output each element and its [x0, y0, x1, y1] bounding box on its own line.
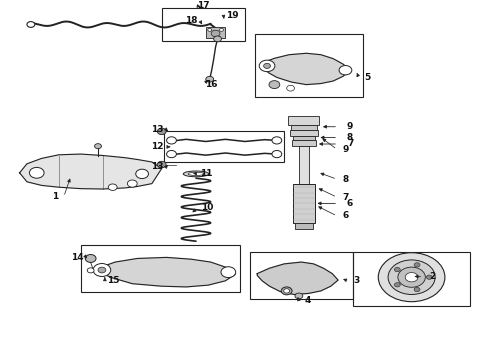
Circle shape [136, 169, 148, 179]
Text: 17: 17 [197, 1, 210, 9]
Bar [293, 136, 315, 140]
Circle shape [208, 28, 212, 31]
Bar [299, 146, 309, 184]
Circle shape [295, 293, 303, 299]
Circle shape [214, 36, 221, 42]
Circle shape [272, 137, 282, 144]
Circle shape [157, 161, 166, 168]
Circle shape [87, 268, 94, 273]
Circle shape [287, 85, 294, 91]
Text: 6: 6 [343, 211, 349, 220]
Bar [164, 131, 284, 162]
Bar [250, 252, 353, 299]
Bar [81, 245, 240, 292]
Circle shape [98, 267, 106, 273]
Text: 1: 1 [52, 192, 58, 202]
Text: 13: 13 [151, 162, 164, 171]
Text: 7: 7 [343, 193, 349, 202]
Bar [288, 116, 319, 125]
Circle shape [394, 283, 400, 287]
Text: 4: 4 [304, 296, 311, 305]
Bar [293, 184, 315, 223]
Circle shape [157, 128, 166, 135]
Text: 8: 8 [343, 175, 349, 184]
Circle shape [85, 255, 96, 262]
Circle shape [269, 81, 280, 89]
Text: 6: 6 [347, 199, 353, 208]
Circle shape [339, 66, 352, 75]
Circle shape [414, 263, 420, 267]
Text: 12: 12 [151, 142, 164, 151]
Text: 5: 5 [365, 73, 370, 82]
Text: 3: 3 [354, 276, 360, 285]
Bar [206, 27, 225, 38]
Circle shape [27, 22, 35, 27]
Ellipse shape [183, 171, 209, 177]
Polygon shape [20, 154, 162, 189]
Text: 2: 2 [429, 272, 435, 281]
Circle shape [284, 289, 290, 293]
Circle shape [95, 144, 101, 149]
Ellipse shape [188, 172, 204, 175]
Bar [255, 34, 363, 97]
Ellipse shape [211, 30, 220, 37]
Circle shape [414, 287, 420, 292]
Text: 10: 10 [200, 203, 213, 212]
Text: 13: 13 [151, 126, 164, 134]
Polygon shape [98, 257, 235, 287]
Text: 11: 11 [200, 169, 213, 178]
Bar [292, 140, 316, 146]
Bar [162, 8, 245, 41]
Text: 8: 8 [347, 133, 353, 142]
Text: 7: 7 [347, 139, 353, 148]
Circle shape [388, 260, 435, 294]
Circle shape [264, 63, 270, 68]
Bar [290, 130, 318, 136]
Circle shape [167, 137, 176, 144]
Bar [291, 125, 317, 130]
Text: 18: 18 [185, 16, 197, 25]
Circle shape [29, 167, 44, 178]
Polygon shape [257, 262, 338, 294]
Circle shape [167, 150, 176, 158]
Circle shape [281, 287, 292, 295]
Polygon shape [262, 53, 350, 85]
Circle shape [378, 253, 445, 302]
Text: 16: 16 [205, 80, 218, 89]
Text: 9: 9 [343, 145, 349, 154]
Circle shape [405, 273, 418, 282]
Circle shape [426, 275, 432, 279]
Circle shape [220, 28, 223, 31]
Circle shape [259, 60, 275, 72]
Circle shape [221, 267, 236, 278]
Circle shape [398, 267, 425, 287]
Text: 15: 15 [107, 276, 120, 284]
Circle shape [272, 150, 282, 158]
Text: 9: 9 [347, 122, 353, 131]
Text: 19: 19 [226, 10, 239, 19]
Bar [295, 223, 313, 229]
Circle shape [394, 267, 400, 272]
Circle shape [206, 76, 214, 82]
Text: 14: 14 [71, 253, 84, 262]
Bar [353, 252, 470, 306]
Circle shape [108, 184, 117, 190]
Circle shape [93, 264, 111, 276]
Circle shape [127, 180, 137, 187]
